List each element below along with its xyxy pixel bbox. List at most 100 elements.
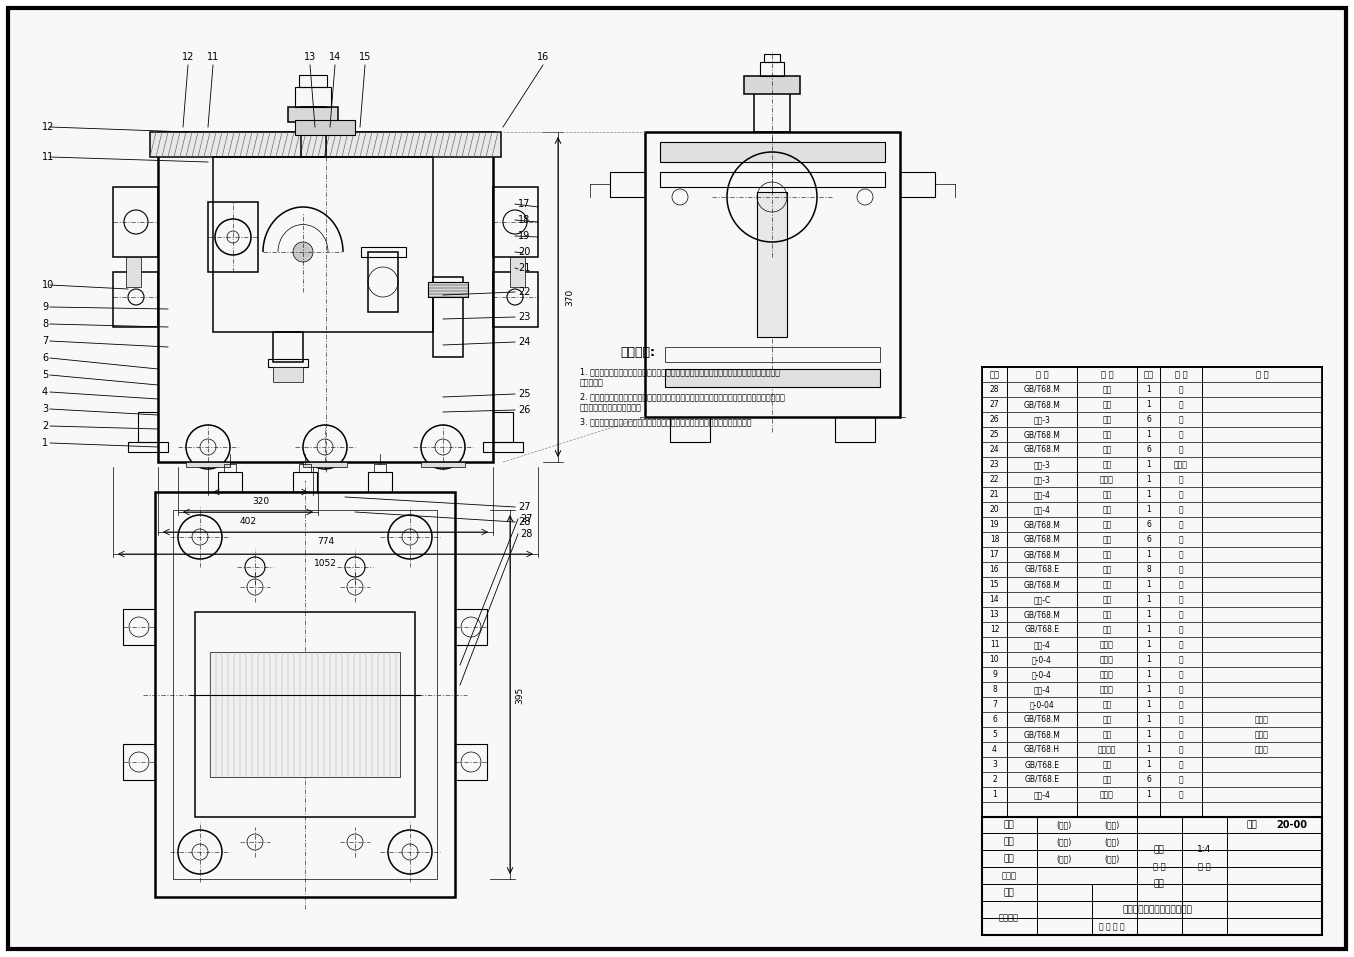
Text: 1: 1 <box>1145 730 1151 739</box>
Text: 25: 25 <box>990 430 999 439</box>
Text: 1: 1 <box>1145 700 1151 709</box>
Bar <box>665 369 880 387</box>
Text: 螺纹板: 螺纹板 <box>1099 640 1114 649</box>
Text: 变速箱: 变速箱 <box>1255 715 1269 724</box>
Text: 18: 18 <box>990 535 999 544</box>
Text: 774: 774 <box>317 538 334 546</box>
Text: 27: 27 <box>990 400 999 409</box>
Text: 钢: 钢 <box>1179 520 1183 529</box>
Text: (签名): (签名) <box>1056 854 1071 863</box>
Bar <box>835 417 875 442</box>
Text: 1: 1 <box>42 438 49 448</box>
Text: 序号: 序号 <box>990 370 999 379</box>
Bar <box>126 257 141 287</box>
Text: 垫圈: 垫圈 <box>1102 415 1112 424</box>
Text: GB/T68.H: GB/T68.H <box>1024 745 1060 754</box>
Text: 1: 1 <box>1145 790 1151 799</box>
Bar <box>274 367 303 382</box>
Text: 6: 6 <box>1145 535 1151 544</box>
Text: 1052: 1052 <box>314 560 337 568</box>
Text: 钢: 钢 <box>1179 415 1183 424</box>
Bar <box>760 62 784 76</box>
Bar <box>764 54 780 62</box>
Text: 13: 13 <box>303 52 315 62</box>
Text: 5: 5 <box>992 730 997 739</box>
Text: 12: 12 <box>181 52 194 62</box>
Text: 弹簧钢: 弹簧钢 <box>1174 460 1187 469</box>
Text: 1: 1 <box>1145 760 1151 769</box>
Bar <box>982 817 1322 935</box>
Bar <box>129 442 168 452</box>
Text: 垫-0-04: 垫-0-04 <box>1029 700 1055 709</box>
Text: GB/T68.M: GB/T68.M <box>1024 400 1060 409</box>
Text: 23: 23 <box>990 460 999 469</box>
Text: 第 张: 第 张 <box>1198 862 1210 872</box>
Bar <box>433 277 463 357</box>
Text: GB/T68.E: GB/T68.E <box>1025 625 1059 634</box>
Bar <box>362 247 406 257</box>
Bar <box>483 442 523 452</box>
Text: 数量: 数量 <box>1144 370 1154 379</box>
Text: 1: 1 <box>1145 715 1151 724</box>
Text: 弹簧: 弹簧 <box>1102 610 1112 619</box>
Bar <box>112 187 158 257</box>
Bar <box>173 510 437 879</box>
Text: 钢: 钢 <box>1179 730 1183 739</box>
Bar <box>158 132 493 462</box>
Text: 28: 28 <box>520 529 532 539</box>
Text: 钢: 钢 <box>1179 595 1183 604</box>
Text: 压板: 压板 <box>1102 490 1112 499</box>
Text: 1: 1 <box>1145 745 1151 754</box>
Bar <box>210 652 399 777</box>
Text: 18: 18 <box>519 215 531 225</box>
Text: 13: 13 <box>990 610 999 619</box>
Text: 370: 370 <box>566 288 574 305</box>
Bar <box>421 462 464 467</box>
Text: (日期): (日期) <box>1105 854 1120 863</box>
Text: 402: 402 <box>240 518 256 526</box>
Bar <box>493 272 538 327</box>
Text: 16: 16 <box>990 565 999 574</box>
Text: 20: 20 <box>990 505 999 514</box>
Text: 320: 320 <box>252 498 269 506</box>
Text: 批准: 批准 <box>1003 888 1014 897</box>
Text: 垫片-4: 垫片-4 <box>1033 790 1051 799</box>
Text: 备 注: 备 注 <box>1255 370 1269 379</box>
Text: 7: 7 <box>992 700 997 709</box>
Text: 垫片-3: 垫片-3 <box>1033 460 1051 469</box>
Text: (签名): (签名) <box>1056 820 1071 829</box>
Text: 1: 1 <box>1145 640 1151 649</box>
Text: 共 张 第 张: 共 张 第 张 <box>1099 922 1125 931</box>
Text: 6: 6 <box>1145 445 1151 454</box>
Text: 钢: 钢 <box>1179 685 1183 694</box>
Text: GB/T68.M: GB/T68.M <box>1024 445 1060 454</box>
Text: 15: 15 <box>990 580 999 589</box>
Text: 钢: 钢 <box>1179 445 1183 454</box>
Text: 道密封，确保中继箱无泄漏。: 道密封，确保中继箱无泄漏。 <box>580 404 642 412</box>
Text: 1:4: 1:4 <box>1197 845 1210 855</box>
Text: GB/T68.M: GB/T68.M <box>1024 550 1060 559</box>
Text: 1: 1 <box>1145 460 1151 469</box>
Text: 26: 26 <box>519 405 531 415</box>
Bar <box>670 417 709 442</box>
Text: 单位名称: 单位名称 <box>999 914 1020 923</box>
Text: 20: 20 <box>519 247 531 257</box>
Text: 弹片: 弹片 <box>1102 460 1112 469</box>
Bar <box>645 132 900 417</box>
Text: 12: 12 <box>42 122 54 132</box>
Text: 2: 2 <box>992 775 997 784</box>
Bar <box>455 609 487 645</box>
Text: 螺钉: 螺钉 <box>1102 385 1112 394</box>
Text: 名 称: 名 称 <box>1101 370 1113 379</box>
Text: 支架: 支架 <box>1102 430 1112 439</box>
Text: 27: 27 <box>520 514 532 524</box>
Text: 28: 28 <box>990 385 999 394</box>
Text: 重量: 重量 <box>1154 879 1164 888</box>
Bar <box>303 462 347 467</box>
Bar <box>757 192 787 337</box>
Text: 材 料: 材 料 <box>1175 370 1187 379</box>
Text: 螺母: 螺母 <box>1102 520 1112 529</box>
Text: 垫片-4: 垫片-4 <box>1033 685 1051 694</box>
Text: 4: 4 <box>42 387 49 397</box>
Text: 钢: 钢 <box>1179 475 1183 484</box>
